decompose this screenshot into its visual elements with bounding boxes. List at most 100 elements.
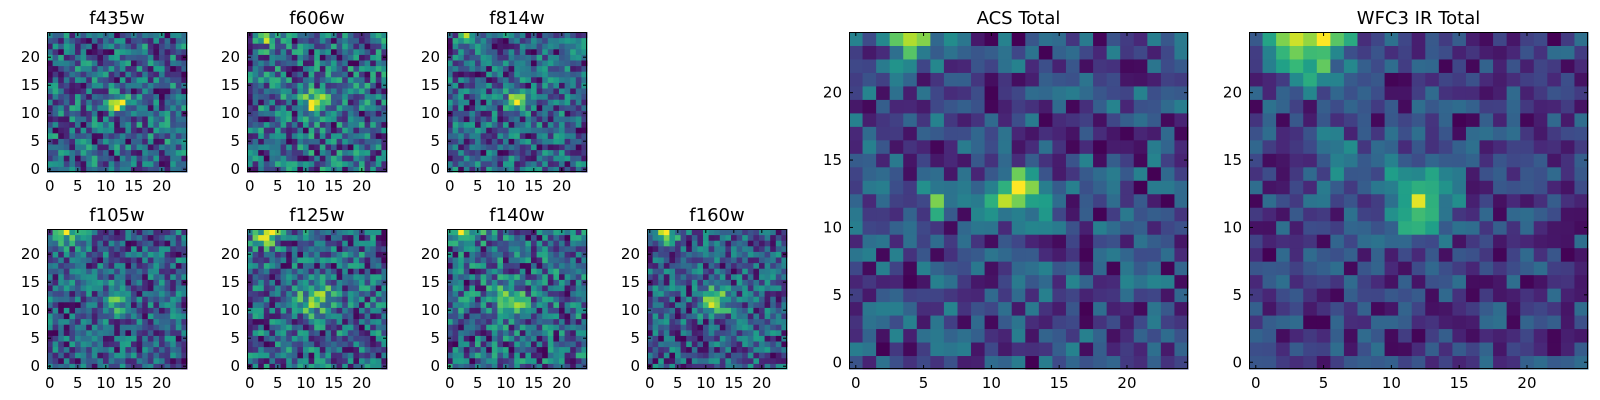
heatmap-cell (971, 315, 986, 330)
heatmap-cell (342, 229, 349, 236)
heatmap-cell (353, 99, 360, 106)
heatmap-cell (542, 99, 549, 106)
heatmap-cell (553, 149, 560, 156)
heatmap-cell (91, 268, 98, 275)
heatmap-cell (647, 290, 654, 297)
heatmap-cell (663, 285, 670, 292)
heatmap-cell (47, 273, 54, 280)
heatmap-cell (916, 193, 931, 208)
heatmap-cell (52, 273, 59, 280)
heatmap-cell (514, 60, 521, 67)
heatmap-cell (480, 144, 487, 151)
heatmap-cell (303, 301, 310, 308)
heatmap-cell (725, 257, 732, 264)
heatmap-cell (75, 54, 82, 61)
heatmap-cell (359, 257, 366, 264)
heatmap-cell (764, 363, 771, 370)
heatmap-cell (759, 245, 766, 252)
heatmap-cell (247, 262, 254, 269)
heatmap-cell (142, 93, 149, 100)
heatmap-cell (159, 240, 166, 247)
heatmap-cell (764, 324, 771, 331)
heatmap-cell (1025, 288, 1040, 303)
heatmap-cell (280, 88, 287, 95)
heatmap-cell (297, 346, 304, 353)
heatmap-cell (291, 88, 298, 95)
heatmap-cell (519, 88, 526, 95)
heatmap-cell (75, 279, 82, 286)
heatmap-cell (252, 251, 259, 258)
heatmap-cell (142, 104, 149, 111)
heatmap-cell (1079, 166, 1094, 181)
heatmap-cell (469, 160, 476, 167)
heatmap-cell (691, 363, 698, 370)
heatmap-cell (463, 329, 470, 336)
heatmap-cell (331, 251, 338, 258)
heatmap-cell (452, 335, 459, 342)
heatmap-cell (164, 104, 171, 111)
heatmap-cell (770, 318, 777, 325)
heatmap-cell (486, 257, 493, 264)
heatmap-cell (1174, 180, 1189, 195)
heatmap-cell (52, 357, 59, 364)
heatmap-cell (136, 307, 143, 314)
heatmap-cell (181, 65, 188, 72)
heatmap-cell (58, 54, 65, 61)
heatmap-cell (291, 132, 298, 139)
heatmap-cell (753, 352, 760, 359)
heatmap-cell (849, 166, 864, 181)
heatmap-cell (514, 121, 521, 128)
heatmap-cell (175, 273, 182, 280)
heatmap-cell (370, 166, 377, 173)
heatmap-cell (375, 116, 382, 123)
heatmap-cell (342, 296, 349, 303)
heatmap-cell (525, 329, 532, 336)
heatmap-cell (97, 234, 104, 241)
heatmap-cell (525, 65, 532, 72)
heatmap-cell (97, 166, 104, 173)
heatmap-cell (275, 301, 282, 308)
heatmap-cell (131, 88, 138, 95)
heatmap-cell (131, 273, 138, 280)
heatmap-cell (564, 132, 571, 139)
heatmap-cell (370, 132, 377, 139)
heatmap-cell (52, 132, 59, 139)
heatmap-cell (247, 268, 254, 275)
heatmap-cell (553, 279, 560, 286)
heatmap-cell (164, 357, 171, 364)
heatmap-cell (525, 71, 532, 78)
heatmap-cell (658, 301, 665, 308)
heatmap-cell (747, 301, 754, 308)
heatmap-cell (308, 82, 315, 89)
heatmap-cell (52, 82, 59, 89)
heatmap-cell (486, 166, 493, 173)
heatmap-cell (159, 296, 166, 303)
heatmap-cell (52, 290, 59, 297)
heatmap-cell (570, 160, 577, 167)
heatmap-cell (957, 328, 972, 343)
heatmap-cell (1065, 247, 1081, 262)
heatmap-cell (319, 234, 326, 241)
heatmap-cell (943, 328, 958, 343)
heatmap-cell (275, 104, 282, 111)
heatmap-cell (943, 180, 958, 195)
heatmap-cell (486, 43, 493, 50)
heatmap-cell (736, 296, 743, 303)
panel-title: f435w (89, 8, 144, 29)
heatmap-cell (486, 290, 493, 297)
heatmap-cell (314, 245, 321, 252)
heatmap-cell (559, 279, 566, 286)
heatmap-cell (164, 88, 171, 95)
heatmap-cell (314, 346, 321, 353)
heatmap-cell (69, 279, 76, 286)
heatmap-cell (652, 318, 659, 325)
heatmap-cell (275, 82, 282, 89)
heatmap-cell (519, 363, 526, 370)
heatmap-cell (553, 341, 560, 348)
heatmap-cell (1160, 220, 1175, 235)
heatmap-cell (370, 121, 377, 128)
heatmap-cell (291, 335, 298, 342)
heatmap-cell (570, 324, 577, 331)
heatmap-cell (663, 229, 670, 236)
heatmap-cell (275, 48, 282, 55)
